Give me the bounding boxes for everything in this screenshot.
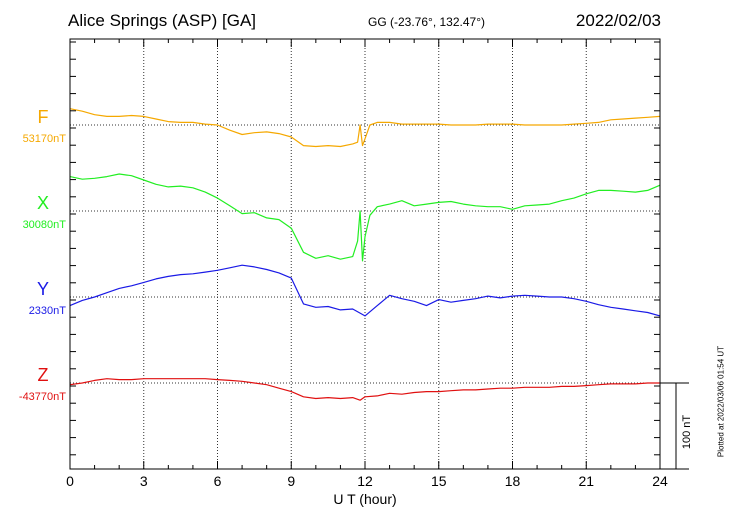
coordinates-label: GG (-23.76°, 132.47°)	[368, 15, 485, 29]
date-label: 2022/02/03	[575, 11, 661, 30]
channel-name-f: F	[37, 107, 49, 127]
station-title: Alice Springs (ASP) [GA]	[68, 11, 257, 30]
chart-series-layer	[69, 108, 661, 401]
series-line-y	[69, 264, 661, 317]
x-tick-label: 24	[652, 473, 668, 489]
channel-baseline-x: 30080nT	[22, 219, 66, 231]
channel-name-z: Z	[37, 365, 49, 385]
x-tick-label: 18	[504, 473, 521, 489]
chart-grid	[70, 39, 660, 469]
x-tick-label: 12	[357, 473, 373, 489]
channel-baseline-y: 2330nT	[28, 305, 66, 317]
x-tick-label: 6	[213, 473, 222, 489]
series-line-z	[69, 378, 660, 401]
scale-bar	[660, 382, 689, 470]
series-line-x	[69, 173, 661, 262]
channel-name-x: X	[36, 193, 49, 213]
x-tick-label: 9	[287, 473, 296, 489]
scale-bar-text: 100 nT	[681, 414, 693, 450]
x-tick-label: 15	[430, 473, 447, 489]
x-axis-label: U T (hour)	[333, 491, 397, 507]
x-tick-label: 3	[139, 473, 148, 489]
channel-name-y: Y	[36, 279, 49, 299]
x-tick-label: 0	[66, 473, 74, 489]
channel-baseline-z: -43770nT	[18, 391, 66, 403]
plotted-timestamp-text: Plotted at 2022/03/06 01:54 UT	[716, 345, 726, 458]
plot-frame	[69, 38, 661, 470]
chart-frame	[69, 38, 661, 470]
series-line-f	[69, 108, 661, 148]
channel-baseline-f: 53170nT	[22, 133, 66, 145]
x-tick-label: 21	[578, 473, 595, 489]
